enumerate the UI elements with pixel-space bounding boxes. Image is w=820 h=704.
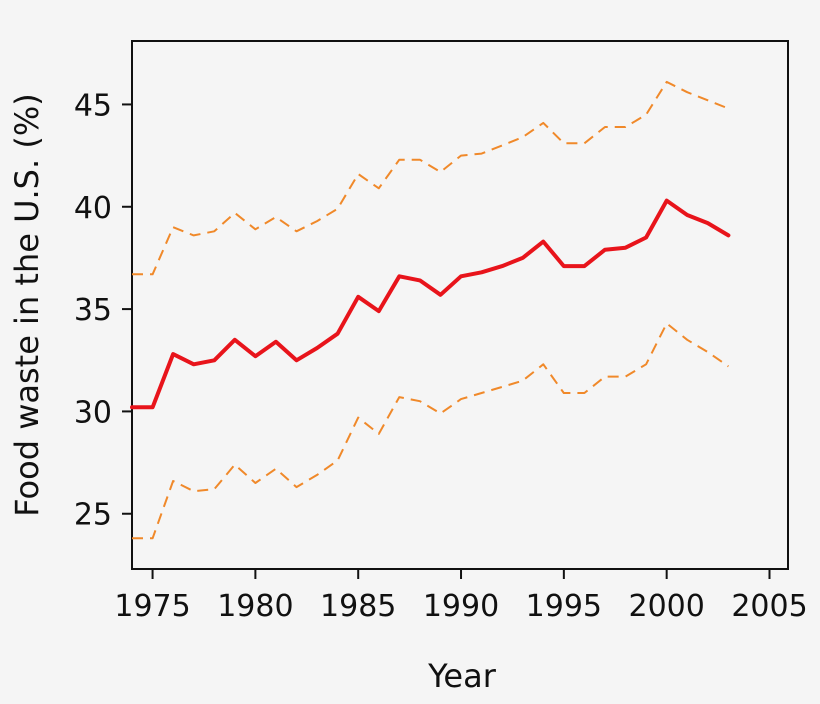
x-tick-label: 1990 <box>423 589 499 624</box>
x-tick-label: 1980 <box>217 589 293 624</box>
y-axis-title: Food waste in the U.S. (%) <box>8 93 46 516</box>
x-tick-label: 1995 <box>526 589 602 624</box>
series-line-main <box>130 198 731 410</box>
plot-frame <box>131 40 789 570</box>
y-tick-label: 25 <box>74 498 112 533</box>
y-tick-label: 40 <box>74 191 112 226</box>
x-tick-label: 1985 <box>320 589 396 624</box>
series-line-dashed-1 <box>132 80 729 276</box>
y-tick-label: 35 <box>74 293 112 328</box>
y-axis: 25 30 35 40 45 <box>74 88 132 533</box>
y-tick-label: 45 <box>74 88 112 123</box>
x-axis-title: Year <box>427 657 497 695</box>
x-tick-label: 2000 <box>628 589 704 624</box>
series-line-dashed-2 <box>132 322 729 540</box>
x-axis: 1975 1980 1985 1990 1995 2000 2005 <box>114 569 808 624</box>
x-tick-label: 2005 <box>731 589 807 624</box>
x-tick-label: 1975 <box>114 589 190 624</box>
y-tick-label: 30 <box>74 395 112 430</box>
plot-area <box>130 80 731 540</box>
